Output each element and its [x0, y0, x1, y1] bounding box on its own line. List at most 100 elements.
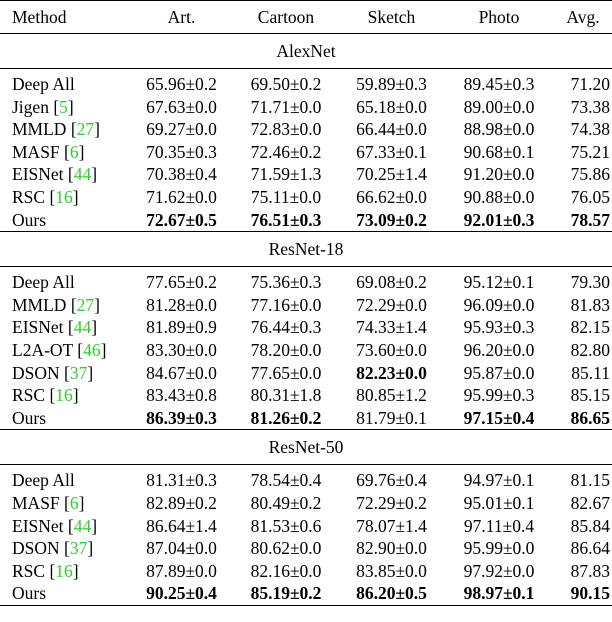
header-art: Art. — [130, 0, 233, 34]
citation-link[interactable]: 44 — [73, 317, 92, 338]
citation-bracket: ] — [94, 119, 100, 140]
value-cell: 97.11±0.4 — [463, 515, 535, 536]
citation-bracket: ] — [87, 538, 94, 559]
citation-bracket: ] — [91, 515, 98, 536]
citation-link[interactable]: 16 — [55, 186, 73, 207]
method-name: Ours — [12, 407, 47, 428]
method-name: RSC — [12, 186, 46, 207]
method-name: Deep All — [12, 74, 75, 94]
citation-link[interactable]: 44 — [73, 515, 92, 536]
value-cell: 84.67±0.0 — [146, 362, 217, 383]
method-cell: Ours — [0, 582, 130, 606]
citation-link[interactable]: 46 — [83, 339, 101, 360]
table-row: Ours 72.67±0.5 76.51±0.3 73.09±0.2 92.01±0.3… — [0, 209, 612, 232]
value-cell: 81.26±0.2 — [250, 407, 322, 428]
method-name: Jigen — [12, 96, 49, 117]
value-cell: 97.92±0.0 — [463, 560, 535, 581]
method-name: L2A-OT — [12, 339, 73, 360]
value-cell: 83.30±0.0 — [146, 339, 217, 360]
method-name: DSON — [12, 538, 60, 559]
method-name: Ours — [12, 583, 47, 604]
citation-bracket: [ — [63, 515, 74, 536]
value-cell: 75.21 — [570, 141, 610, 162]
method-cell: DSON [37] — [0, 537, 130, 560]
method-cell: Ours — [0, 407, 130, 430]
value-cell: 82.67 — [570, 492, 610, 513]
table-row: DSON [37] 84.67±0.0 77.65±0.0 82.23±0.0 95.8… — [0, 362, 612, 385]
value-cell: 86.20±0.5 — [339, 582, 444, 606]
value-cell: 71.71±0.0 — [250, 96, 322, 117]
method-name: MASF — [12, 141, 60, 162]
value-cell: 91.20±0.0 — [463, 164, 535, 185]
value-cell: 82.16±0.0 — [250, 560, 322, 581]
citation-bracket: ] — [91, 164, 98, 185]
value-cell: 78.07±1.4 — [356, 515, 427, 536]
value-cell: 69.76±0.4 — [339, 464, 444, 492]
value-cell: 95.99±0.0 — [463, 538, 535, 559]
header-photo: Photo — [444, 0, 554, 34]
method-cell: RSC [16] — [0, 384, 130, 407]
value-cell: 69.27±0.0 — [146, 119, 217, 140]
citation-link[interactable]: 37 — [69, 362, 88, 383]
citation-bracket: ] — [78, 141, 85, 162]
table-row: EISNet [44] 81.89±0.9 76.44±0.3 74.33±1.4 95… — [0, 316, 612, 339]
value-cell: 71.20 — [554, 67, 612, 96]
value-cell: 75.86 — [570, 164, 610, 185]
method-cell: Deep All — [0, 266, 130, 294]
citation-link[interactable]: 37 — [69, 538, 88, 559]
method-name: RSC — [12, 560, 46, 581]
value-cell: 72.83±0.0 — [250, 119, 322, 140]
value-cell: 87.89±0.0 — [146, 560, 217, 581]
citation-link[interactable]: 16 — [55, 385, 73, 406]
citation-link[interactable]: 16 — [55, 560, 73, 581]
method-cell: MMLD [27] — [0, 118, 130, 141]
value-cell: 83.85±0.0 — [356, 560, 427, 581]
value-cell: 79.30 — [554, 266, 612, 294]
value-cell: 67.33±0.1 — [356, 141, 427, 162]
table-row: Ours 90.25±0.4 85.19±0.2 86.20±0.5 98.97±0.1… — [0, 582, 612, 606]
method-name: Ours — [12, 209, 47, 230]
table-row: Jigen [5] 67.63±0.0 71.71±0.0 65.18±0.0 89.0… — [0, 96, 612, 119]
value-cell: 81.83 — [570, 294, 610, 315]
citation-bracket: [ — [45, 560, 56, 581]
method-name: EISNet — [12, 164, 64, 185]
citation-bracket: ] — [72, 560, 79, 581]
method-cell: DSON [37] — [0, 362, 130, 385]
value-cell: 78.54±0.4 — [233, 464, 339, 492]
table-row: EISNet [44] 70.38±0.4 71.59±1.3 70.25±1.4 91… — [0, 163, 612, 186]
method-cell: MASF [6] — [0, 141, 130, 164]
value-cell: 75.36±0.3 — [233, 266, 339, 294]
value-cell: 96.20±0.0 — [463, 339, 535, 360]
value-cell: 81.79±0.1 — [356, 407, 427, 428]
value-cell: 80.49±0.2 — [250, 492, 322, 513]
value-cell: 85.19±0.2 — [233, 582, 339, 606]
method-cell: Jigen [5] — [0, 96, 130, 119]
citation-link[interactable]: 27 — [76, 294, 95, 315]
value-cell: 95.93±0.3 — [463, 317, 535, 338]
citation-bracket: [ — [66, 294, 77, 315]
value-cell: 85.84 — [570, 515, 610, 536]
value-cell: 59.89±0.3 — [339, 67, 444, 96]
results-table: Method Art. Cartoon Sketch Photo Avg. Al… — [0, 0, 612, 606]
value-cell: 86.64±1.4 — [146, 515, 217, 536]
citation-link[interactable]: 6 — [69, 141, 79, 162]
header-cartoon: Cartoon — [233, 0, 339, 34]
method-cell: L2A-OT [46] — [0, 339, 130, 362]
section-header-row: ResNet-18 — [0, 231, 612, 267]
value-cell: 95.99±0.3 — [463, 385, 535, 406]
method-cell: EISNet [44] — [0, 316, 130, 339]
table-row: EISNet [44] 86.64±1.4 81.53±0.6 78.07±1.4 97… — [0, 515, 612, 538]
section-header-row: ResNet-50 — [0, 429, 612, 465]
value-cell: 82.90±0.0 — [356, 538, 427, 559]
table-row: Deep All 65.96±0.2 69.50±0.2 59.89±0.3 89.45… — [0, 67, 612, 96]
citation-link[interactable]: 6 — [69, 492, 79, 513]
header-method: Method — [0, 0, 130, 34]
method-cell: Ours — [0, 209, 130, 232]
citation-bracket: ] — [72, 385, 79, 406]
citation-link[interactable]: 44 — [73, 164, 92, 185]
citation-link[interactable]: 27 — [76, 119, 95, 140]
value-cell: 72.29±0.0 — [356, 294, 427, 315]
citation-link[interactable]: 5 — [59, 96, 68, 117]
value-cell: 94.97±0.1 — [444, 464, 554, 492]
